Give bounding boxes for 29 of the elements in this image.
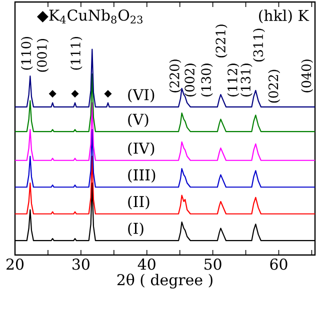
text: ◆K$_{4}$CuNb$_{8}$O$_{23}$ bbox=[37, 9, 142, 24]
x-tick-label: 30 bbox=[72, 258, 90, 270]
annotation: (040) bbox=[301, 60, 314, 92]
annotation: (001) bbox=[36, 38, 49, 72]
series-label: (IV) bbox=[128, 142, 154, 156]
x-tick-label: 60 bbox=[270, 258, 288, 270]
x-tick-label: 50 bbox=[204, 258, 222, 270]
annotation: (112) bbox=[227, 64, 240, 96]
series-label: (II) bbox=[128, 196, 150, 210]
x-tick-label: 20 bbox=[6, 258, 24, 270]
annotation: (022) bbox=[268, 70, 280, 103]
series-label: (I) bbox=[128, 222, 144, 236]
annotation: (111) bbox=[70, 36, 82, 70]
annotation: (221) bbox=[215, 24, 228, 58]
annotation: (220) bbox=[169, 60, 182, 92]
x-tick-label: 40 bbox=[138, 258, 156, 270]
annotation: (002) bbox=[184, 64, 196, 96]
annotation: ◆ bbox=[71, 90, 79, 98]
series-label: (V) bbox=[128, 113, 148, 128]
series-label: (VI) bbox=[128, 88, 154, 102]
annotation: (311) bbox=[253, 28, 265, 62]
annotation: (110) bbox=[20, 36, 33, 70]
annotation: ◆ bbox=[48, 90, 56, 98]
annotation: (130) bbox=[200, 64, 213, 96]
annotation: ◆ bbox=[104, 90, 112, 98]
x-axis-title: 2θ ( degree ) bbox=[117, 274, 212, 288]
annotation: (131) bbox=[240, 64, 252, 96]
text: (hkl) K bbox=[259, 10, 310, 24]
series-label: (III) bbox=[128, 168, 156, 183]
